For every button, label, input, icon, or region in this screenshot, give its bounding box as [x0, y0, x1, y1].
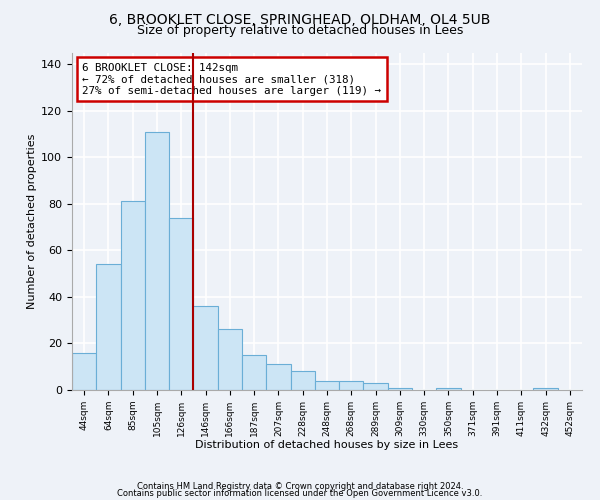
Bar: [388, 388, 412, 390]
Bar: [436, 388, 461, 390]
Bar: [169, 218, 193, 390]
X-axis label: Distribution of detached houses by size in Lees: Distribution of detached houses by size …: [196, 440, 458, 450]
Text: Contains public sector information licensed under the Open Government Licence v3: Contains public sector information licen…: [118, 489, 482, 498]
Text: Size of property relative to detached houses in Lees: Size of property relative to detached ho…: [137, 24, 463, 37]
Bar: [121, 202, 145, 390]
Text: 6 BROOKLET CLOSE: 142sqm
← 72% of detached houses are smaller (318)
27% of semi-: 6 BROOKLET CLOSE: 142sqm ← 72% of detach…: [82, 62, 381, 96]
Bar: [72, 353, 96, 390]
Bar: [193, 306, 218, 390]
Bar: [364, 383, 388, 390]
Bar: [290, 372, 315, 390]
Bar: [218, 330, 242, 390]
Bar: [145, 132, 169, 390]
Bar: [242, 355, 266, 390]
Bar: [96, 264, 121, 390]
Bar: [339, 380, 364, 390]
Bar: [266, 364, 290, 390]
Text: Contains HM Land Registry data © Crown copyright and database right 2024.: Contains HM Land Registry data © Crown c…: [137, 482, 463, 491]
Bar: [315, 380, 339, 390]
Bar: [533, 388, 558, 390]
Text: 6, BROOKLET CLOSE, SPRINGHEAD, OLDHAM, OL4 5UB: 6, BROOKLET CLOSE, SPRINGHEAD, OLDHAM, O…: [109, 12, 491, 26]
Y-axis label: Number of detached properties: Number of detached properties: [27, 134, 37, 309]
